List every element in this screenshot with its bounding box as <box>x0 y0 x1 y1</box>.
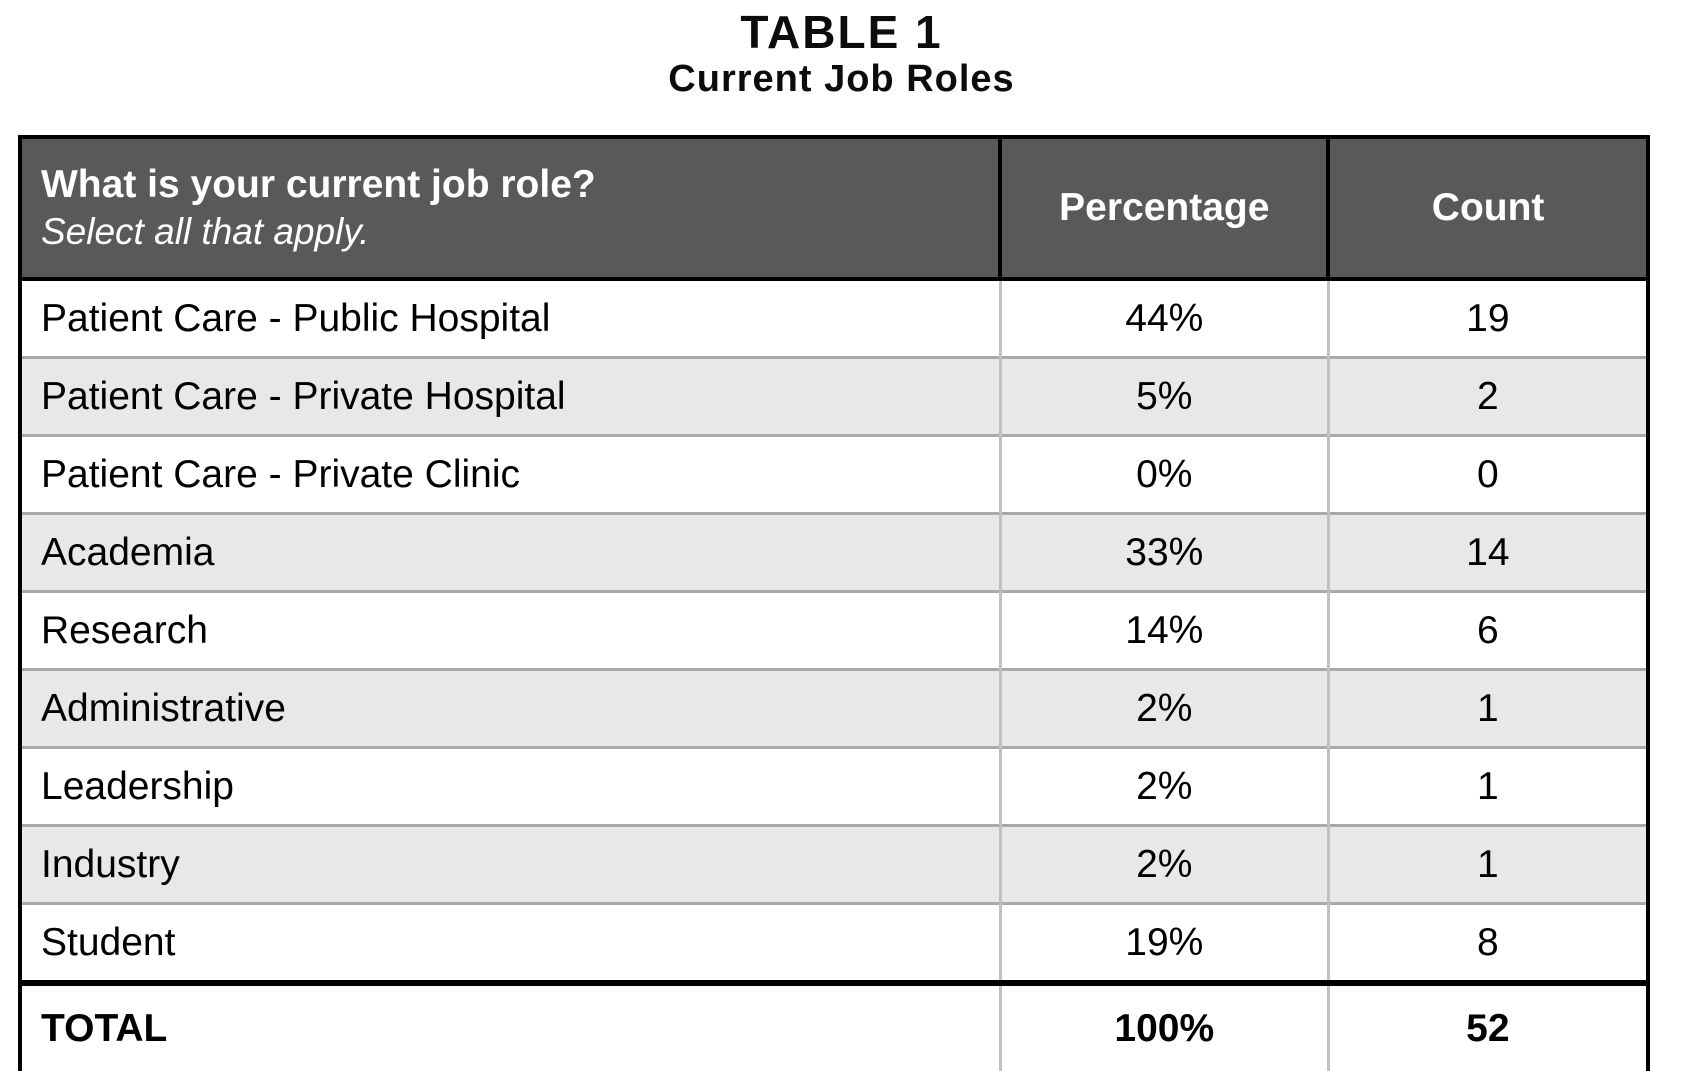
role-cell: Patient Care - Private Clinic <box>20 434 1001 514</box>
total-percentage-cell: 100% <box>998 980 1329 1071</box>
percentage-cell: 2% <box>998 668 1329 748</box>
count-cell: 1 <box>1326 746 1648 826</box>
percentage-cell: 5% <box>998 356 1329 436</box>
table-title: TABLE 1 <box>740 6 943 58</box>
count-cell: 0 <box>1326 434 1648 514</box>
role-cell: Patient Care - Private Hospital <box>20 356 1001 436</box>
role-cell: Research <box>20 590 1001 670</box>
table-row: Student 19% 8 <box>20 902 1648 983</box>
question-header-cell: What is your current job role? Select al… <box>20 137 1001 281</box>
table-title-block: TABLE 1 Current Job Roles <box>0 0 1683 101</box>
total-row: TOTAL 100% 52 <box>20 980 1648 1071</box>
table-row: Leadership 2% 1 <box>20 746 1648 826</box>
role-cell: Industry <box>20 824 1001 904</box>
percentage-cell: 33% <box>998 512 1329 592</box>
total-label-cell: TOTAL <box>20 980 1001 1071</box>
total-count-cell: 52 <box>1326 980 1648 1071</box>
count-column-header: Count <box>1326 137 1648 281</box>
percentage-cell: 19% <box>998 902 1329 983</box>
role-cell: Patient Care - Public Hospital <box>20 279 1001 358</box>
header-row: What is your current job role? Select al… <box>20 137 1648 281</box>
percentage-cell: 44% <box>998 279 1329 358</box>
count-cell: 2 <box>1326 356 1648 436</box>
count-cell: 6 <box>1326 590 1648 670</box>
percentage-column-header: Percentage <box>998 137 1329 281</box>
percentage-cell: 2% <box>998 824 1329 904</box>
instruction-text: Select all that apply. <box>41 210 370 252</box>
count-cell: 8 <box>1326 902 1648 983</box>
job-roles-table: What is your current job role? Select al… <box>18 135 1650 1071</box>
count-cell: 14 <box>1326 512 1648 592</box>
role-cell: Academia <box>20 512 1001 592</box>
table-row: Patient Care - Public Hospital 44% 19 <box>20 279 1648 358</box>
table-row: Academia 33% 14 <box>20 512 1648 592</box>
table-row: Patient Care - Private Clinic 0% 0 <box>20 434 1648 514</box>
role-cell: Student <box>20 902 1001 983</box>
role-cell: Administrative <box>20 668 1001 748</box>
table-row: Patient Care - Private Hospital 5% 2 <box>20 356 1648 436</box>
table-subtitle: Current Job Roles <box>668 58 1015 101</box>
table-row: Industry 2% 1 <box>20 824 1648 904</box>
percentage-cell: 2% <box>998 746 1329 826</box>
count-cell: 1 <box>1326 824 1648 904</box>
question-text: What is your current job role? <box>41 162 596 206</box>
count-cell: 19 <box>1326 279 1648 358</box>
table-row: Research 14% 6 <box>20 590 1648 670</box>
count-cell: 1 <box>1326 668 1648 748</box>
percentage-cell: 14% <box>998 590 1329 670</box>
percentage-cell: 0% <box>998 434 1329 514</box>
table-row: Administrative 2% 1 <box>20 668 1648 748</box>
role-cell: Leadership <box>20 746 1001 826</box>
